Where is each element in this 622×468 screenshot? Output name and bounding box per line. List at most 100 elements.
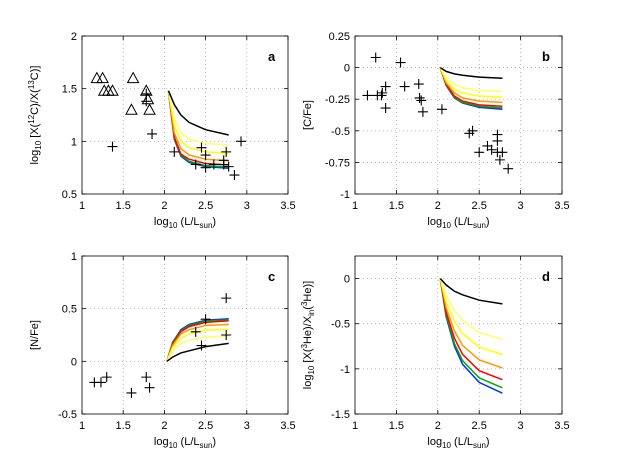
y-tick-label: 2: [71, 31, 77, 43]
data-point-plus: [417, 106, 428, 117]
x-tick-label: 2: [161, 420, 167, 432]
data-point-plus: [370, 52, 381, 63]
y-tick-label: 1: [71, 136, 77, 148]
series-line-model-6: [167, 90, 229, 146]
series-line-model-7: [166, 342, 229, 362]
y-tick-label: 0.5: [62, 304, 77, 316]
series-line-model-7: [167, 90, 229, 136]
data-point-plus: [486, 144, 497, 155]
data-point-triangle: [125, 103, 138, 115]
data-point-plus: [200, 314, 211, 325]
x-axis-label: log10 (L/Lsun): [427, 436, 489, 450]
x-tick-label: 2: [435, 420, 441, 432]
data-point-plus: [218, 155, 229, 166]
data-point-plus: [144, 382, 155, 393]
x-tick-label: 2.5: [198, 200, 213, 212]
panel-label: c: [268, 269, 275, 284]
series-line-model-4: [439, 278, 503, 369]
data-point-plus: [362, 90, 373, 101]
panel-b: 1 1.5 2 2.5 3 3.5 -1 -0.75 -0.5 -0.25 0 0.25 b log10 …: [302, 31, 570, 230]
series-line-model-7: [439, 66, 503, 80]
x-tick-label: 1.5: [116, 420, 131, 432]
series-line-model-2: [167, 90, 229, 168]
y-tick-label: 0.25: [329, 31, 350, 43]
x-tick-label: 1.5: [389, 200, 404, 212]
panel-label: d: [542, 269, 550, 284]
x-tick-label: 1: [79, 420, 85, 432]
plot-frame: [354, 255, 563, 415]
data-point-plus: [196, 340, 207, 351]
x-tick-label: 3.5: [280, 200, 295, 212]
data-point-plus: [503, 163, 514, 174]
y-axis-label: [N/Fe]: [29, 320, 41, 350]
series-line-model-5: [439, 278, 503, 356]
data-point-plus: [200, 162, 211, 173]
data-point-plus: [107, 141, 118, 152]
x-tick-label: 3.5: [554, 420, 569, 432]
data-point-plus: [190, 159, 201, 170]
x-tick-label: 2.5: [472, 200, 487, 212]
y-axis-label: log10 [X(12C)/X(13C)]: [27, 66, 43, 165]
plot-frame: [81, 35, 289, 195]
data-point-plus: [377, 87, 388, 98]
data-point-plus: [376, 90, 387, 101]
data-point-triangle: [139, 84, 153, 96]
data-point-triangle: [143, 103, 156, 115]
x-tick-label: 3.5: [554, 200, 569, 212]
y-axis-label: log10 [X(3He)/Xin(3He)]: [300, 281, 316, 389]
x-tick-label: 3.5: [280, 420, 295, 432]
data-point-plus: [223, 161, 234, 172]
data-point-plus: [467, 125, 478, 136]
x-tick-label: 1: [79, 200, 85, 212]
x-axis-label: log10 (L/Lsun): [427, 216, 489, 230]
plot-frame: [354, 35, 563, 195]
y-tick-label: -1: [340, 189, 350, 201]
data-point-plus: [474, 147, 485, 158]
data-point-plus: [126, 387, 137, 398]
y-tick-label: 0.5: [62, 189, 77, 201]
series-line-model-7: [439, 278, 503, 305]
data-point-plus: [380, 103, 391, 114]
x-tick-label: 1: [352, 200, 358, 212]
y-tick-label: 1.5: [62, 84, 77, 96]
series-line-model-3: [167, 90, 229, 166]
y-tick-label: -0.5: [331, 319, 350, 331]
series-line-model-1: [167, 90, 229, 169]
y-tick-label: -0.75: [325, 157, 350, 169]
panel-label: b: [542, 49, 550, 64]
data-point-plus: [101, 372, 112, 383]
y-tick-label: -0.5: [58, 409, 77, 421]
data-point-plus: [221, 293, 232, 304]
series-line-model-2: [439, 278, 503, 389]
data-point-plus: [147, 128, 158, 139]
data-point-plus: [229, 170, 240, 181]
data-point-plus: [380, 81, 391, 92]
y-tick-label: 0: [344, 63, 350, 75]
data-point-plus: [190, 326, 201, 337]
data-point-plus: [196, 142, 207, 153]
x-tick-label: 2.5: [198, 420, 213, 432]
y-tick-label: -1: [340, 364, 350, 376]
y-tick-label: 0: [71, 356, 77, 368]
data-point-plus: [494, 154, 505, 165]
data-point-plus: [492, 135, 503, 146]
data-point-plus: [200, 150, 211, 161]
data-point-plus: [208, 159, 219, 170]
data-point-triangle: [96, 71, 109, 84]
panel-d: 1 1.5 2 2.5 3 3.5 -1.5 -1 -0.5 0 d log10 (L/Lsun) lo…: [300, 255, 570, 450]
data-point-plus: [436, 104, 447, 115]
data-point-plus: [221, 146, 232, 157]
x-tick-label: 2: [161, 200, 167, 212]
series-line-model-5: [167, 90, 229, 155]
panel-label: a: [268, 49, 276, 64]
series-line-model-4: [439, 67, 503, 104]
data-point-plus: [416, 95, 427, 106]
data-point-triangle: [141, 92, 155, 105]
x-tick-label: 1.5: [389, 420, 404, 432]
data-point-plus: [395, 57, 406, 68]
data-point-plus: [169, 146, 180, 157]
x-tick-label: 3: [244, 200, 250, 212]
data-point-triangle: [126, 71, 140, 84]
